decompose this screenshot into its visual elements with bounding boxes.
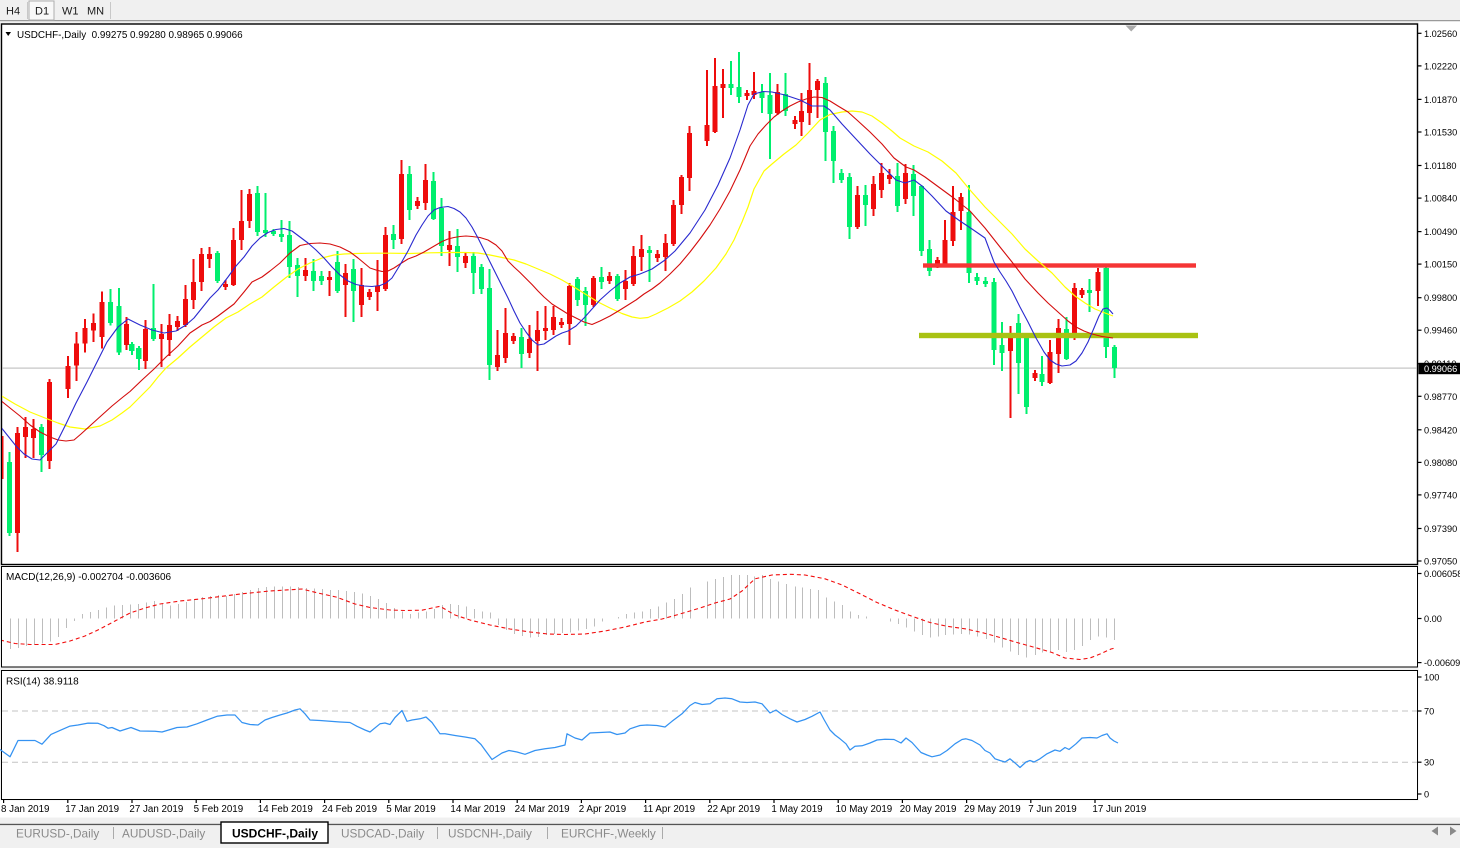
svg-text:1.01870: 1.01870 bbox=[1424, 95, 1457, 105]
svg-text:0.98770: 0.98770 bbox=[1424, 392, 1457, 402]
svg-text:0.98080: 0.98080 bbox=[1424, 458, 1457, 468]
svg-text:USDCNH-,Daily: USDCNH-,Daily bbox=[448, 827, 532, 841]
svg-text:-0.006096: -0.006096 bbox=[1424, 658, 1460, 668]
svg-text:22 Apr 2019: 22 Apr 2019 bbox=[707, 804, 760, 815]
svg-text:24 Mar 2019: 24 Mar 2019 bbox=[515, 804, 570, 815]
svg-text:5 Mar 2019: 5 Mar 2019 bbox=[386, 804, 436, 815]
svg-text:7 Jun 2019: 7 Jun 2019 bbox=[1028, 804, 1076, 815]
svg-text:EURUSD-,Daily: EURUSD-,Daily bbox=[16, 827, 99, 841]
svg-text:30: 30 bbox=[1424, 758, 1434, 768]
svg-text:AUDUSD-,Daily: AUDUSD-,Daily bbox=[122, 827, 205, 841]
svg-text:H4: H4 bbox=[6, 6, 20, 18]
svg-text:MN: MN bbox=[87, 6, 104, 18]
svg-text:24 Feb 2019: 24 Feb 2019 bbox=[322, 804, 377, 815]
svg-text:1.01530: 1.01530 bbox=[1424, 128, 1457, 138]
svg-text:0.00: 0.00 bbox=[1424, 614, 1442, 624]
svg-text:USDCHF-,Daily: USDCHF-,Daily bbox=[232, 827, 318, 841]
svg-text:14 Feb 2019: 14 Feb 2019 bbox=[258, 804, 313, 815]
svg-text:27 Jan 2019: 27 Jan 2019 bbox=[129, 804, 183, 815]
svg-text:17 Jun 2019: 17 Jun 2019 bbox=[1092, 804, 1146, 815]
svg-text:1.00490: 1.00490 bbox=[1424, 227, 1457, 237]
svg-text:20 May 2019: 20 May 2019 bbox=[900, 804, 957, 815]
svg-text:USDCAD-,Daily: USDCAD-,Daily bbox=[341, 827, 424, 841]
svg-text:0.97390: 0.97390 bbox=[1424, 524, 1457, 534]
svg-text:0.97740: 0.97740 bbox=[1424, 490, 1457, 500]
svg-text:MACD(12,26,9) -0.002704 -0.003: MACD(12,26,9) -0.002704 -0.003606 bbox=[6, 572, 172, 583]
svg-text:0: 0 bbox=[1424, 790, 1429, 800]
svg-text:100: 100 bbox=[1424, 673, 1439, 683]
svg-text:0.98420: 0.98420 bbox=[1424, 425, 1457, 435]
svg-text:1.01180: 1.01180 bbox=[1424, 161, 1457, 171]
svg-text:RSI(14) 38.9118: RSI(14) 38.9118 bbox=[6, 677, 79, 688]
svg-text:2 Apr 2019: 2 Apr 2019 bbox=[579, 804, 626, 815]
svg-text:1 May 2019: 1 May 2019 bbox=[771, 804, 822, 815]
svg-text:0.006058: 0.006058 bbox=[1424, 569, 1460, 579]
svg-text:0.99460: 0.99460 bbox=[1424, 326, 1457, 336]
svg-text:1.00150: 1.00150 bbox=[1424, 260, 1457, 270]
svg-text:1.00840: 1.00840 bbox=[1424, 194, 1457, 204]
svg-text:11 Apr 2019: 11 Apr 2019 bbox=[643, 804, 695, 815]
svg-text:5 Feb 2019: 5 Feb 2019 bbox=[194, 804, 244, 815]
svg-text:0.99800: 0.99800 bbox=[1424, 293, 1457, 303]
svg-text:70: 70 bbox=[1424, 707, 1434, 717]
svg-text:D1: D1 bbox=[35, 6, 49, 18]
svg-text:29 May 2019: 29 May 2019 bbox=[964, 804, 1021, 815]
svg-text:10 May 2019: 10 May 2019 bbox=[836, 804, 893, 815]
svg-text:14 Mar 2019: 14 Mar 2019 bbox=[450, 804, 505, 815]
svg-text:17 Jan 2019: 17 Jan 2019 bbox=[65, 804, 119, 815]
svg-text:0.97050: 0.97050 bbox=[1424, 557, 1457, 567]
svg-text:USDCHF-,Daily 0.99275 0.99280: USDCHF-,Daily 0.99275 0.99280 0.98965 0.… bbox=[17, 30, 243, 41]
svg-text:W1: W1 bbox=[62, 6, 79, 18]
svg-text:0.99066: 0.99066 bbox=[1424, 364, 1457, 374]
svg-text:8 Jan 2019: 8 Jan 2019 bbox=[1, 804, 49, 815]
svg-text:EURCHF-,Weekly: EURCHF-,Weekly bbox=[561, 827, 656, 841]
svg-text:1.02220: 1.02220 bbox=[1424, 61, 1457, 71]
svg-text:1.02560: 1.02560 bbox=[1424, 29, 1457, 39]
